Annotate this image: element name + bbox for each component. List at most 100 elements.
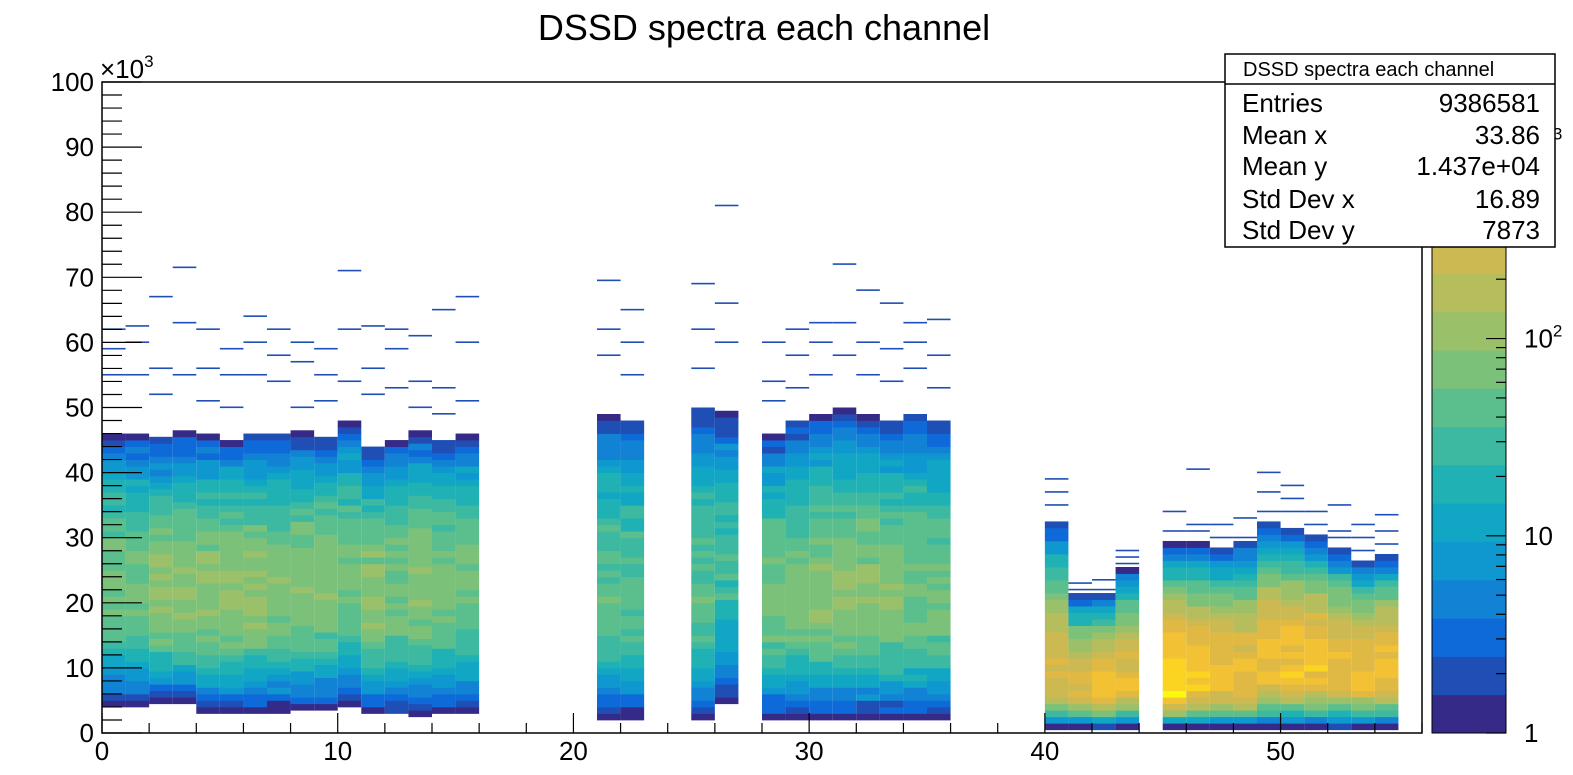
outlier-cell <box>1044 478 1069 480</box>
heatmap-cell <box>267 563 291 571</box>
heatmap-cell <box>219 706 244 714</box>
heatmap-cell <box>927 563 951 571</box>
heatmap-cell <box>196 589 220 597</box>
heatmap-cell <box>432 537 456 545</box>
heatmap-cell <box>1257 703 1281 711</box>
outlier-cell <box>903 341 927 343</box>
channel-column-8 <box>290 341 315 711</box>
heatmap-cell <box>903 433 927 441</box>
heatmap-cell <box>903 440 927 447</box>
heatmap-cell <box>1115 703 1140 711</box>
heatmap-cell <box>762 648 786 656</box>
heatmap-cell <box>455 641 480 649</box>
heatmap-cell <box>856 420 880 428</box>
y-tick-label: 30 <box>65 523 94 553</box>
heatmap-cell <box>832 706 857 714</box>
heatmap-cell <box>196 440 220 447</box>
stats-box[interactable]: DSSD spectra each channel Entries 938658… <box>1224 53 1556 248</box>
heatmap-cell <box>879 453 904 460</box>
heatmap-cell <box>337 420 362 428</box>
heatmap-cell <box>361 498 385 506</box>
heatmap-cell <box>1233 677 1257 685</box>
heatmap-cell <box>196 693 220 701</box>
channel-column-47 <box>1209 523 1234 731</box>
heatmap-cell <box>832 414 857 421</box>
heatmap-cell <box>1233 586 1257 594</box>
outlier-cell <box>785 354 810 357</box>
heatmap-cell <box>172 514 197 522</box>
heatmap-cell <box>620 674 645 682</box>
heatmap-cell <box>1280 612 1305 620</box>
heatmap-cell <box>102 615 126 623</box>
heatmap-cell <box>1280 599 1305 607</box>
heatmap-cell <box>597 622 621 630</box>
heatmap-cell <box>1186 567 1210 574</box>
heatmap-cell <box>620 544 645 552</box>
heatmap-cell <box>125 433 150 441</box>
heatmap-cell <box>455 680 480 688</box>
heatmap-cell <box>384 550 409 558</box>
heatmap-cell <box>196 518 220 526</box>
heatmap-cell <box>903 693 927 701</box>
heatmap-cell <box>337 693 362 701</box>
heatmap-cell <box>432 472 456 480</box>
heatmap-cell <box>879 511 904 519</box>
heatmap-cell <box>455 583 480 591</box>
y-tick-label: 60 <box>65 327 94 357</box>
heatmap-cell <box>219 693 244 701</box>
outlier-cell <box>290 406 315 409</box>
heatmap-cell <box>597 531 621 539</box>
heatmap-cell <box>832 661 857 669</box>
heatmap-cell <box>125 615 150 623</box>
heatmap-cell <box>125 550 150 558</box>
heatmap-cell <box>267 641 291 649</box>
channel-column-9 <box>314 347 338 711</box>
heatmap-cell <box>1374 625 1399 633</box>
heatmap-cell <box>1351 710 1375 718</box>
heatmap-cell <box>1374 723 1399 731</box>
heatmap-cell <box>1280 534 1305 542</box>
heatmap-cell <box>785 420 810 428</box>
channel-column-5 <box>219 347 244 714</box>
heatmap-cell <box>1115 580 1140 587</box>
outlier-cell <box>1068 588 1092 591</box>
heatmap-cell <box>102 505 126 513</box>
outlier-cell <box>219 347 244 350</box>
heatmap-cell <box>408 567 432 574</box>
heatmap-cell <box>620 680 645 688</box>
heatmap-cell <box>785 602 810 610</box>
heatmap-cell <box>762 622 786 630</box>
heatmap-cell <box>432 622 456 630</box>
heatmap-cell <box>149 606 173 613</box>
heatmap-cell <box>1162 586 1187 594</box>
heatmap-cell <box>1374 573 1399 581</box>
heatmap-cell <box>1186 553 1210 561</box>
heatmap-cell <box>620 615 645 623</box>
heatmap-cell <box>290 514 315 522</box>
heatmap-cell <box>762 453 786 460</box>
heatmap-cell <box>314 697 338 705</box>
heatmap-cell <box>879 563 904 571</box>
heatmap-cell <box>219 498 244 506</box>
heatmap-cell <box>1280 625 1305 633</box>
heatmap-cell <box>290 632 315 640</box>
outlier-cell <box>1351 536 1375 539</box>
heatmap-cell <box>691 407 715 415</box>
heatmap-cell <box>337 609 362 617</box>
heatmap-cell <box>125 635 150 643</box>
heatmap-cell <box>1044 710 1069 718</box>
outlier-cell <box>196 399 220 402</box>
heatmap-cell <box>432 667 456 675</box>
heatmap-cell <box>196 641 220 649</box>
heatmap-cell <box>597 615 621 623</box>
heatmap-cell <box>219 511 244 519</box>
heatmap-cell <box>361 635 385 643</box>
heatmap-cell <box>1351 560 1375 568</box>
heatmap-cell <box>879 674 904 682</box>
heatmap-cell <box>1186 710 1210 718</box>
heatmap-cell <box>1374 664 1399 672</box>
heatmap-cell <box>1233 723 1257 731</box>
palette-swatch <box>1432 273 1506 313</box>
heatmap-cell <box>809 466 833 473</box>
heatmap-cell <box>903 700 927 708</box>
